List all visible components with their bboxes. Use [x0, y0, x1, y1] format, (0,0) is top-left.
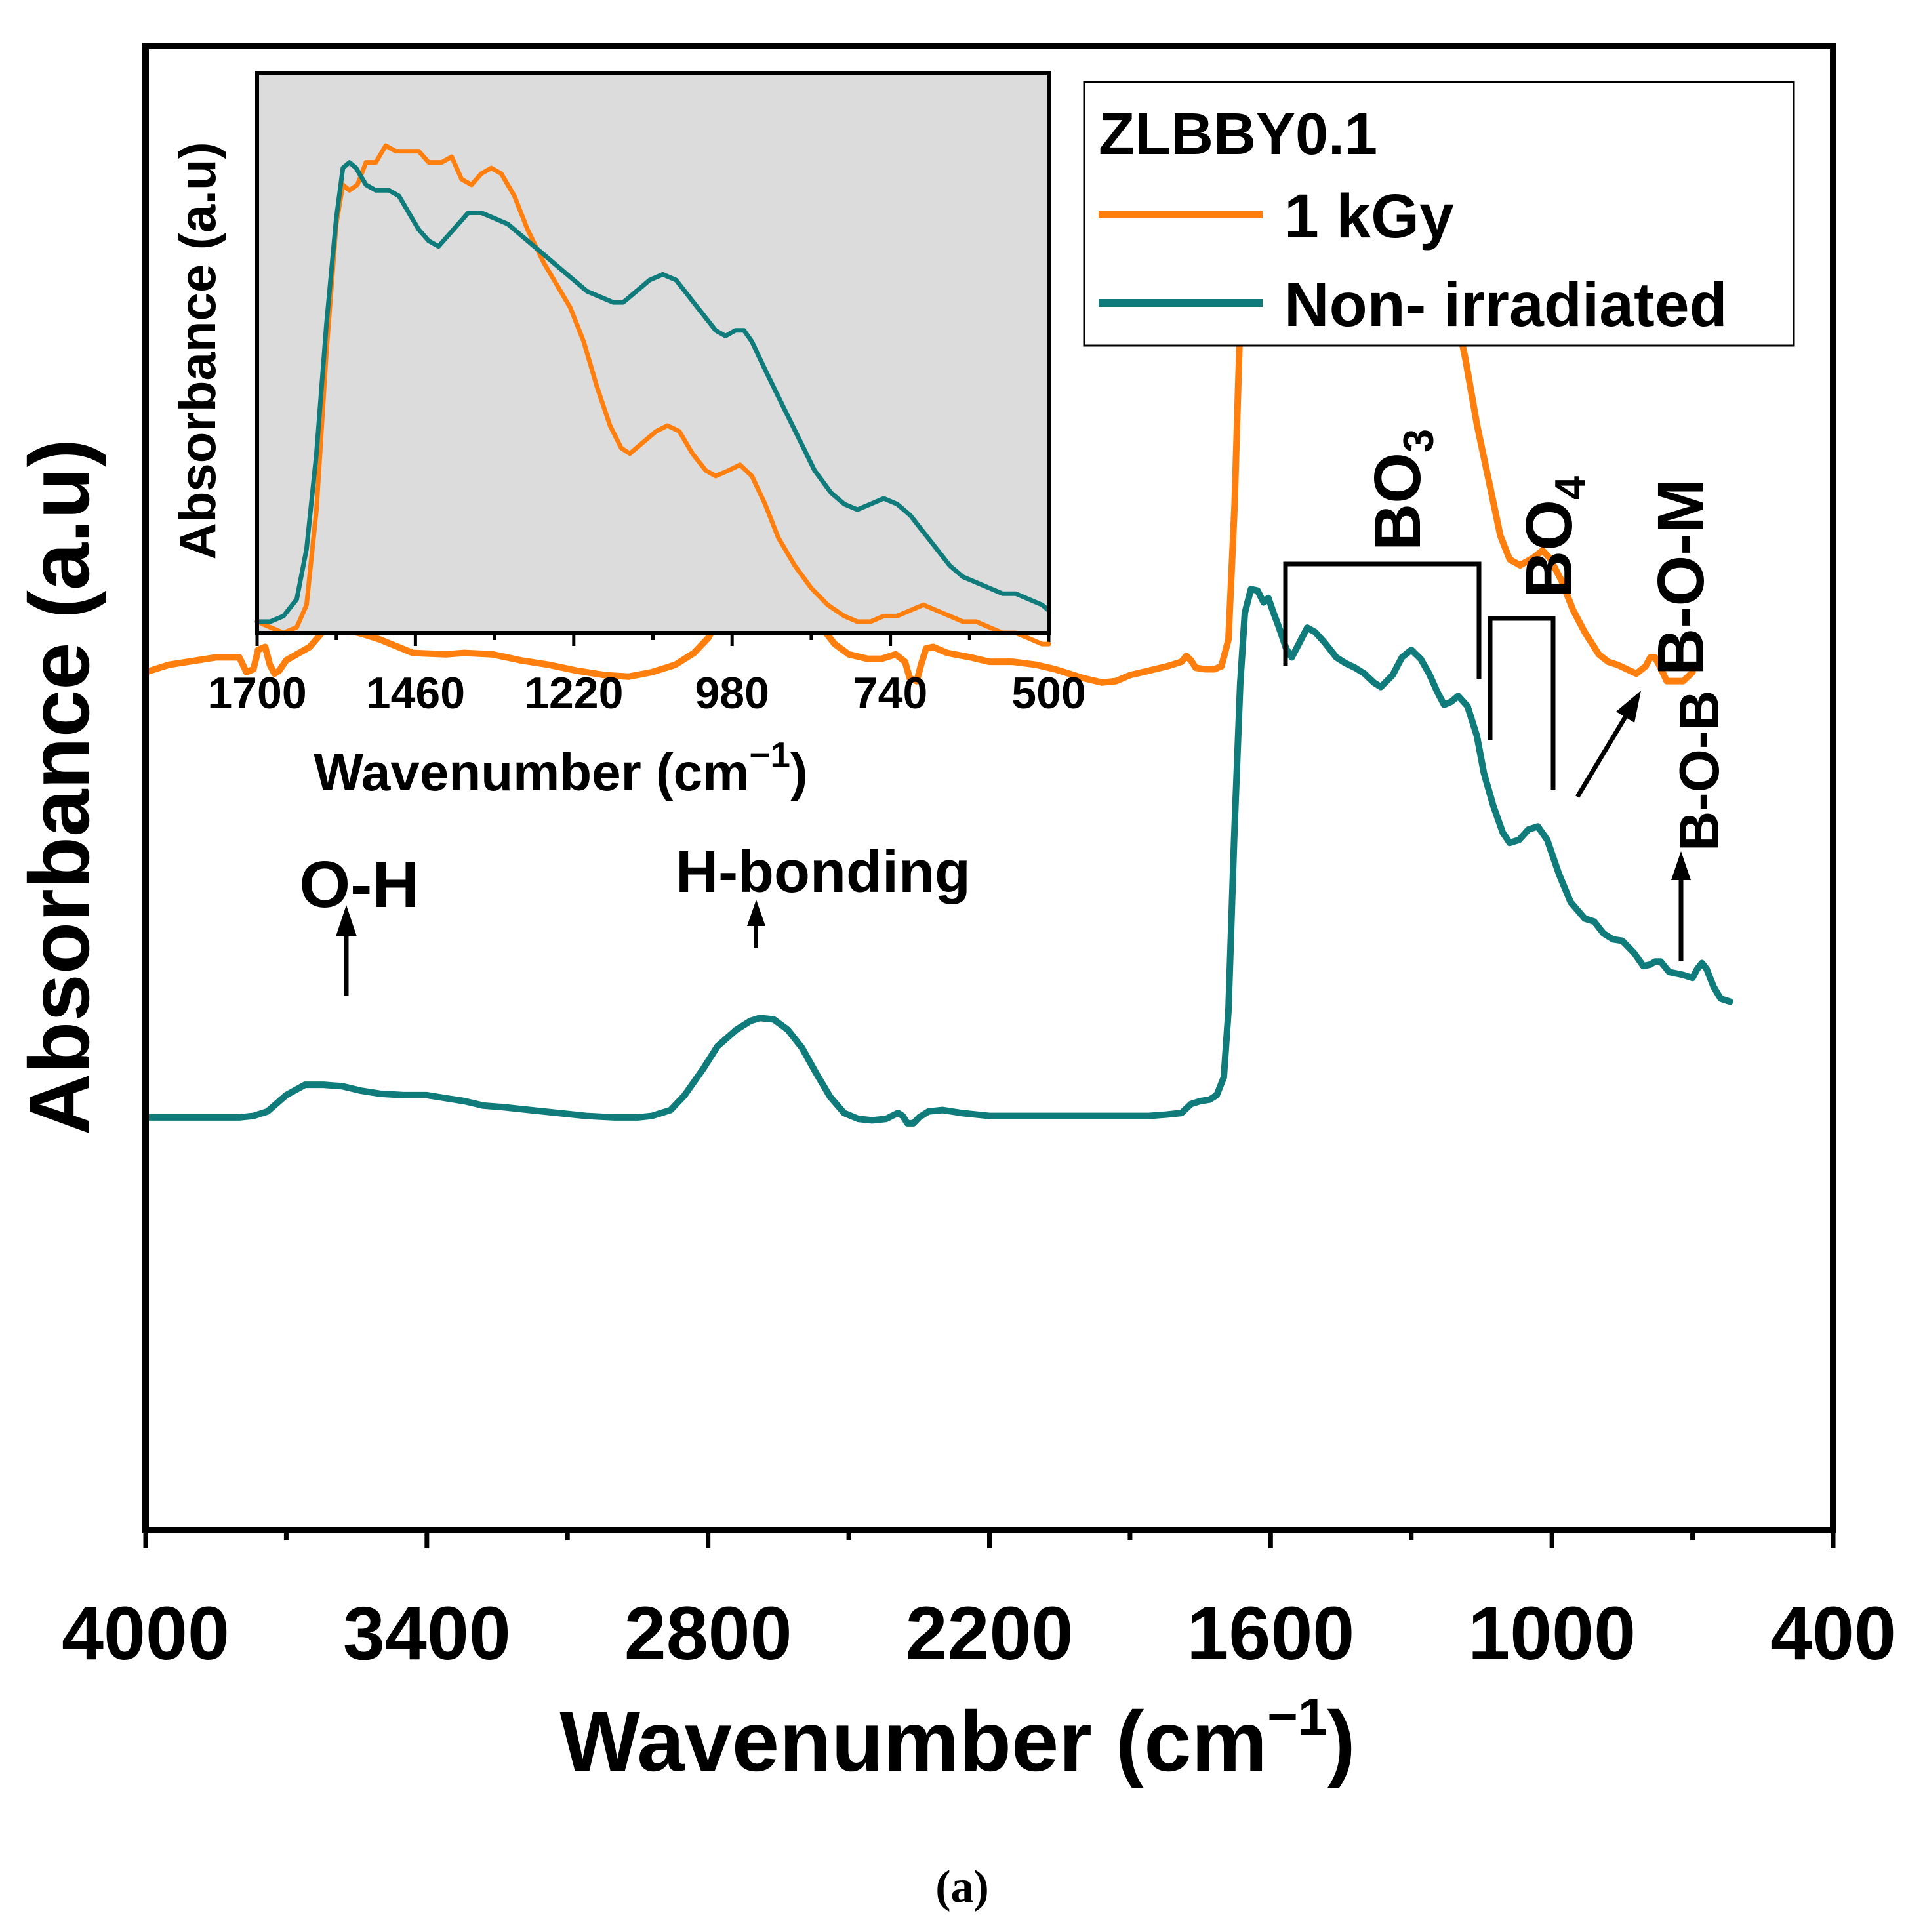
- main-x-tick-label: 1600: [1186, 1592, 1354, 1676]
- main-series-group: [142, 94, 1733, 1127]
- annotation-b-o-b: B-O-B: [1669, 691, 1731, 961]
- main-y-axis-label: Absorbance (a.u): [11, 439, 107, 1135]
- annotation-oh-label: O-H: [299, 848, 419, 921]
- inset-x-tick-label: 1460: [366, 668, 465, 718]
- legend-label-non-irradiated: Non- irradiated: [1284, 270, 1728, 340]
- main-x-axis-label: Wavenumber (cm−1): [559, 1687, 1355, 1789]
- main-x-tick-label: 2200: [906, 1592, 1074, 1676]
- inset-x-tick-label: 740: [853, 668, 927, 718]
- main-series-line-non-irradiated: [142, 586, 1733, 1127]
- main-series-line-1kgy: [142, 94, 1696, 686]
- annotation-bo3: BO3: [1283, 429, 1482, 679]
- inset-plot-frame: [255, 71, 1051, 635]
- annotation-b-o-m-label: B-O-M: [1644, 479, 1718, 675]
- annotation-h-bonding: H-bonding: [676, 839, 971, 948]
- inset-x-tick-labels: 1700 1460 1220 980 740 500: [207, 668, 1085, 718]
- inset-series-group: [254, 143, 1051, 647]
- main-x-tick-labels: 4000 3400 2800 2200 1600 1000 400: [62, 1592, 1896, 1676]
- annotation-b-o-b-arrow-head: [1671, 851, 1691, 880]
- main-x-tick-label: 1000: [1468, 1592, 1636, 1676]
- main-plot-frame: [142, 43, 1836, 1533]
- legend-label-1kgy: 1 kGy: [1284, 182, 1454, 251]
- legend: ZLBBY0.1 1 kGy Non- irradiated: [1083, 81, 1795, 347]
- inset-plot-background: [257, 73, 1049, 633]
- inset-x-axis-label: Wavenumber (cm−1): [314, 735, 807, 801]
- annotation-b-o-m-arrow-shaft: [1575, 714, 1629, 798]
- inset-x-tick-label: 500: [1011, 668, 1085, 718]
- inset-x-tick-label: 1700: [207, 668, 306, 718]
- annotation-b-o-m: B-O-M: [1575, 479, 1718, 798]
- annotation-h-bonding-label: H-bonding: [676, 839, 971, 905]
- annotation-oh: O-H: [299, 848, 420, 996]
- annotation-h-bonding-arrow-head: [747, 900, 765, 926]
- annotation-bo3-label: BO3: [1361, 429, 1442, 551]
- inset-x-tick-label: 980: [695, 668, 769, 718]
- annotation-b-o-b-label: B-O-B: [1669, 691, 1731, 852]
- main-x-tick-label: 2800: [624, 1592, 792, 1676]
- inset-y-axis-label: Absorbance (a.u): [169, 142, 226, 559]
- annotation-oh-arrow-head: [336, 905, 357, 936]
- inset-series-line-non-irradiated: [254, 160, 1051, 624]
- legend-title: ZLBBY0.1: [1099, 102, 1377, 167]
- main-plot: 4000 3400 2800 2200 1600 1000 400 Absorbance (…: [11, 43, 1896, 1789]
- inset-x-tick-label: 1220: [524, 668, 623, 718]
- annotation-bo3-bracket: [1283, 561, 1482, 679]
- main-x-tick-label: 3400: [343, 1592, 511, 1676]
- annotation-b-o-m-arrow-head: [1616, 691, 1641, 723]
- figure-caption: (a): [935, 1862, 989, 1912]
- main-x-tick-label: 4000: [62, 1592, 230, 1676]
- inset-series-line-1kgy: [254, 143, 1051, 647]
- annotation-bo4-bracket: [1488, 616, 1556, 790]
- inset-plot: 1700 1460 1220 980 740 500 Absorbance (a.u) W…: [169, 71, 1086, 801]
- annotation-bo4: BO4: [1488, 476, 1594, 790]
- main-x-tick-label: 400: [1770, 1592, 1896, 1676]
- annotation-bo4-label: BO4: [1512, 476, 1594, 598]
